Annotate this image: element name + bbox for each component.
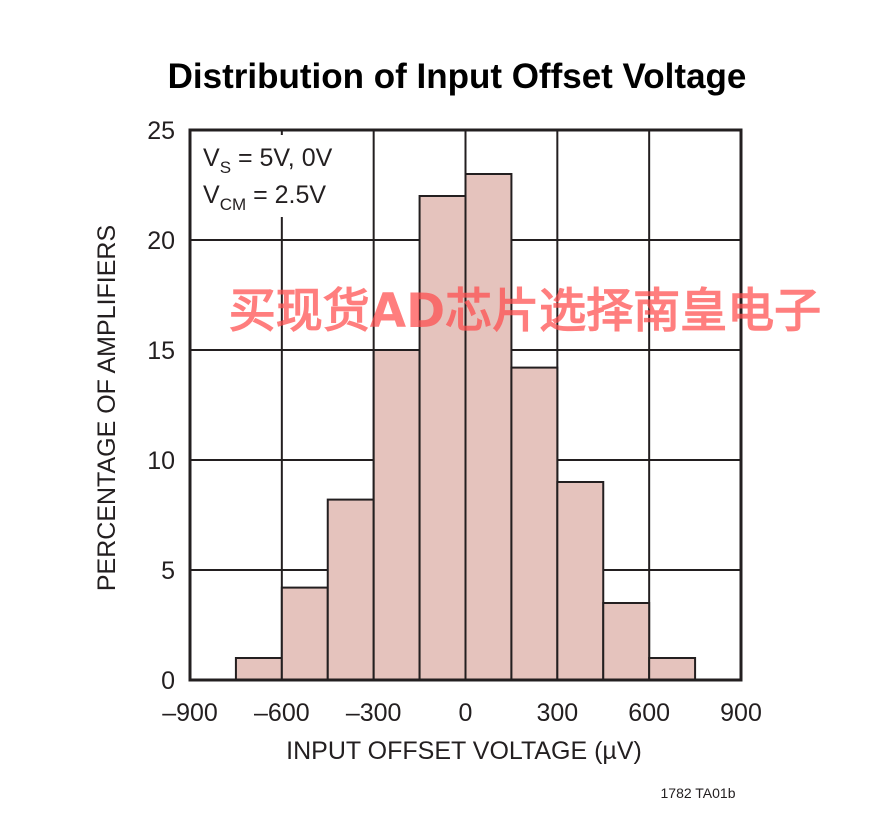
x-axis-label: INPUT OFFSET VOLTAGE (µV) (286, 737, 642, 765)
histogram-bar (510, 366, 559, 681)
y-tick-labels: 0 5 10 15 20 25 (147, 117, 175, 695)
x-tick-label: –900 (162, 699, 218, 727)
histogram-bar (418, 195, 467, 681)
x-tick-label: –600 (254, 699, 310, 727)
annotation-vs: VS = 5V, 0V (203, 144, 333, 177)
x-tick-labels: –900 –600 –300 0 300 600 900 (162, 699, 762, 727)
x-tick-label: –300 (346, 699, 402, 727)
watermark-text: 买现货AD芯片选择南皇电子 (229, 284, 821, 339)
x-tick-label: 300 (536, 699, 578, 727)
y-tick-label: 15 (147, 337, 175, 365)
condition-annotation: VS = 5V, 0V VCM = 2.5V (194, 135, 349, 217)
histogram-bar (280, 586, 329, 681)
histogram-bar (464, 173, 513, 681)
histogram-bar (648, 657, 697, 681)
histogram-bar (602, 602, 651, 681)
y-tick-label: 25 (147, 117, 175, 145)
histogram-bar (556, 481, 605, 681)
x-tick-label: 0 (459, 699, 473, 727)
histogram-bar (234, 657, 283, 681)
plot-frame (188, 128, 743, 682)
annotation-vcm: VCM = 2.5V (203, 181, 326, 214)
y-tick-label: 10 (147, 447, 175, 475)
histogram-bars (234, 173, 697, 681)
histogram-bar (372, 349, 421, 681)
x-tick-label: 600 (628, 699, 670, 727)
y-tick-label: 0 (161, 667, 175, 695)
plot-border (188, 128, 743, 682)
chart-title: Distribution of Input Offset Voltage (168, 57, 747, 96)
histogram-bar (326, 498, 375, 681)
annotation-background (194, 135, 349, 217)
x-tick-label: 900 (720, 699, 762, 727)
y-tick-label: 20 (147, 227, 175, 255)
y-tick-label: 5 (161, 557, 175, 585)
figure-code: 1782 TA01b (661, 785, 736, 801)
y-axis-label: PERCENTAGE OF AMPLIFIERS (93, 225, 121, 591)
